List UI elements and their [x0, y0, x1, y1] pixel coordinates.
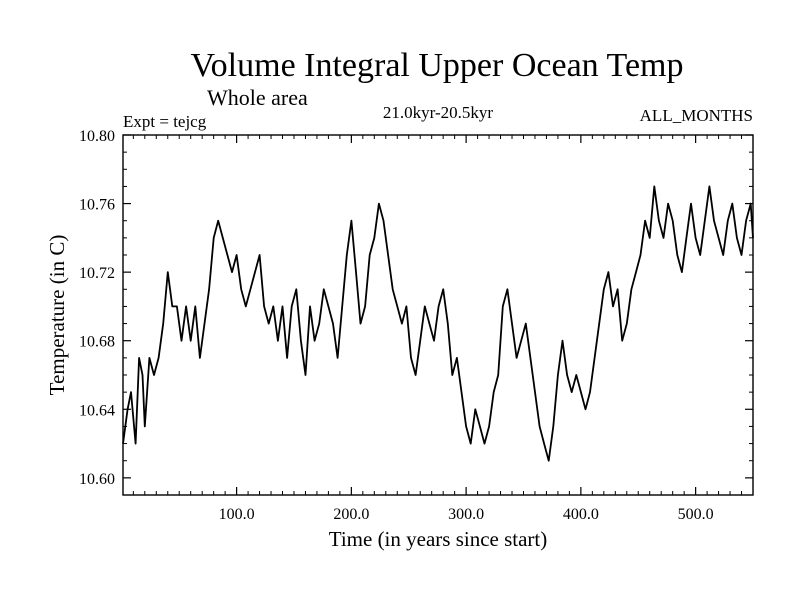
y-axis: 10.60 10.64 10.68 10.72 10.76 10.80 [79, 128, 753, 496]
x-tick-label: 200.0 [333, 506, 369, 523]
x-tick-label: 500.0 [678, 506, 714, 523]
y-axis-label: Temperature (in C) [45, 235, 69, 396]
y-tick-label: 10.68 [79, 334, 115, 351]
plot-area: 100.0 200.0 300.0 400.0 500.0 10.6010.6410.6… [79, 128, 754, 523]
y-tick-label: 10.60 [79, 471, 115, 488]
x-axis-label: Time (in years since start) [329, 527, 548, 551]
y-tick-label: 10.76 [79, 197, 115, 214]
experiment-label: Expt = tejcg [123, 112, 207, 131]
plot-frame [122, 134, 754, 496]
x-axis: 100.0 200.0 300.0 400.0 500.0 [132, 135, 754, 523]
chart-subtitle: Whole area [207, 85, 308, 110]
temperature-series-line [122, 185, 754, 462]
y-tick-label: 10.64 [79, 402, 115, 419]
x-tick-label: 400.0 [563, 506, 599, 523]
months-label: ALL_MONTHS [640, 106, 753, 125]
y-tick-label: 10.80 [79, 128, 115, 145]
x-tick-label: 300.0 [448, 506, 484, 523]
chart-title: Volume Integral Upper Ocean Temp [191, 47, 684, 84]
y-tick-label: 10.72 [79, 265, 115, 282]
x-tick-label: 100.0 [219, 506, 255, 523]
period-label: 21.0kyr-20.5kyr [383, 103, 493, 122]
series-layer [122, 185, 754, 462]
